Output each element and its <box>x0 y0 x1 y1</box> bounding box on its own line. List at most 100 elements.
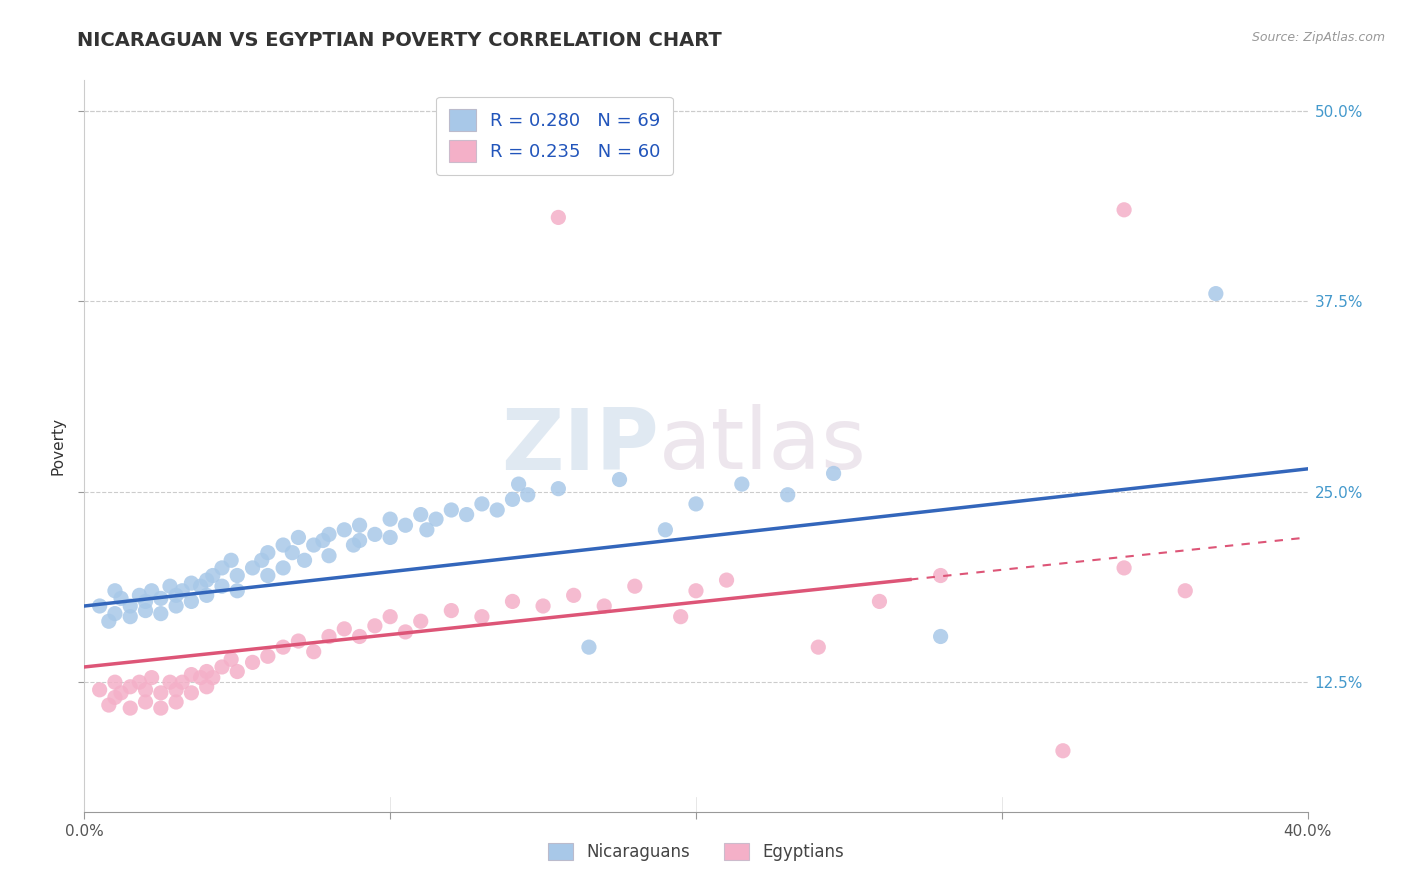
Point <box>250 553 273 567</box>
Point <box>110 686 132 700</box>
Legend: Nicaraguans, Egyptians: Nicaraguans, Egyptians <box>540 834 852 869</box>
Point <box>141 671 163 685</box>
Point <box>342 538 364 552</box>
Point <box>226 583 249 598</box>
Point <box>318 527 340 541</box>
Point <box>364 619 387 633</box>
Text: ZIP: ZIP <box>502 404 659 488</box>
Point <box>195 588 218 602</box>
Point <box>516 488 538 502</box>
Point <box>120 680 142 694</box>
Point <box>502 594 524 608</box>
Point <box>486 503 509 517</box>
Point <box>97 698 120 712</box>
Text: Source: ZipAtlas.com: Source: ZipAtlas.com <box>1251 31 1385 45</box>
Point <box>149 686 172 700</box>
Point <box>257 649 280 664</box>
Point <box>776 488 799 502</box>
Point <box>226 568 249 582</box>
Point <box>281 546 304 560</box>
Point <box>97 614 120 628</box>
Point <box>349 630 371 644</box>
Point <box>349 518 371 533</box>
Point <box>547 482 569 496</box>
Point <box>135 682 157 697</box>
Point <box>318 549 340 563</box>
Point <box>135 594 157 608</box>
Point <box>172 583 194 598</box>
Point <box>135 604 157 618</box>
Point <box>271 538 294 552</box>
Point <box>195 680 218 694</box>
Point <box>159 579 181 593</box>
Point <box>135 695 157 709</box>
Point <box>380 609 402 624</box>
Point <box>685 583 707 598</box>
Point <box>440 503 463 517</box>
Point <box>685 497 707 511</box>
Point <box>211 561 233 575</box>
Point <box>242 561 264 575</box>
Point <box>716 573 738 587</box>
Point <box>271 561 294 575</box>
Point <box>416 523 439 537</box>
Point <box>1174 583 1197 598</box>
Point <box>471 609 494 624</box>
Point <box>409 508 432 522</box>
Point <box>89 599 111 613</box>
Point <box>141 583 163 598</box>
Point <box>654 523 676 537</box>
Point <box>104 583 127 598</box>
Point <box>128 675 150 690</box>
Point <box>287 634 309 648</box>
Point <box>271 640 294 655</box>
Point <box>349 533 371 548</box>
Point <box>624 579 647 593</box>
Point <box>149 701 172 715</box>
Point <box>302 645 325 659</box>
Point <box>219 553 242 567</box>
Point <box>120 599 142 613</box>
Y-axis label: Poverty: Poverty <box>51 417 66 475</box>
Point <box>302 538 325 552</box>
Point <box>440 604 463 618</box>
Point <box>1114 561 1136 575</box>
Point <box>149 607 172 621</box>
Point <box>593 599 616 613</box>
Point <box>508 477 530 491</box>
Point <box>180 594 202 608</box>
Point <box>159 675 181 690</box>
Point <box>149 591 172 606</box>
Point <box>380 512 402 526</box>
Point <box>180 576 202 591</box>
Point <box>409 614 432 628</box>
Point <box>1114 202 1136 217</box>
Point <box>120 609 142 624</box>
Point <box>731 477 754 491</box>
Point <box>89 682 111 697</box>
Point <box>456 508 478 522</box>
Point <box>333 622 356 636</box>
Point <box>190 579 212 593</box>
Point <box>257 546 280 560</box>
Point <box>502 492 524 507</box>
Point <box>211 660 233 674</box>
Point <box>104 675 127 690</box>
Point <box>364 527 387 541</box>
Point <box>195 573 218 587</box>
Point <box>165 682 187 697</box>
Point <box>333 523 356 537</box>
Point <box>669 609 692 624</box>
Point <box>195 665 218 679</box>
Point <box>165 588 187 602</box>
Point <box>172 675 194 690</box>
Point <box>394 624 416 639</box>
Point <box>547 211 569 225</box>
Point <box>211 579 233 593</box>
Point <box>287 530 309 544</box>
Point <box>578 640 600 655</box>
Point <box>128 588 150 602</box>
Point <box>929 630 952 644</box>
Point <box>180 686 202 700</box>
Point <box>180 667 202 681</box>
